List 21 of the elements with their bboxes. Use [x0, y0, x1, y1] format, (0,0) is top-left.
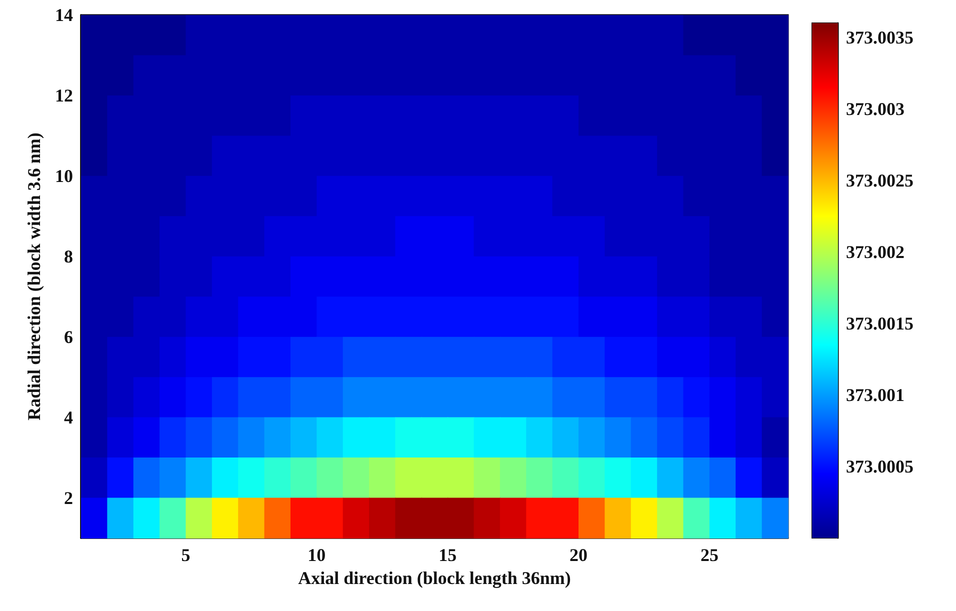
y-axis-title: Radial direction (block width 3.6 nm) [24, 132, 44, 420]
color-bar-label: 373.0015 [846, 313, 914, 334]
x-tick-label: 15 [438, 545, 457, 565]
color-bar-label: 373.0035 [846, 27, 914, 48]
x-axis-title: Axial direction (block length 36nm) [298, 568, 571, 588]
color-bar-label: 373.001 [846, 384, 904, 405]
color-bar-label: 373.0005 [846, 456, 914, 476]
color-bar-label: 373.003 [846, 98, 904, 119]
y-tick-label: 2 [64, 488, 73, 508]
y-tick-label: 4 [64, 407, 73, 428]
color-bar-label: 373.002 [846, 242, 904, 262]
y-tick-label: 6 [64, 326, 73, 347]
x-tick-label: 5 [181, 545, 190, 565]
y-tick-label: 8 [64, 246, 73, 266]
color-bar-label: 373.0025 [846, 170, 914, 190]
x-tick-label: 25 [700, 545, 718, 565]
x-tick-label: 10 [308, 545, 326, 565]
x-tick-label: 20 [570, 545, 588, 565]
y-tick-label: 12 [55, 85, 73, 106]
y-tick-label: 10 [55, 166, 73, 186]
y-tick-label: 14 [55, 5, 73, 25]
